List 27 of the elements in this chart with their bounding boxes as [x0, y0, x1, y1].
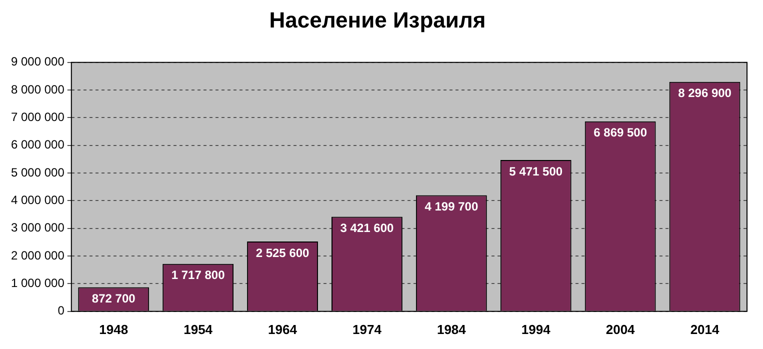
x-tick-label: 1948	[99, 322, 128, 337]
chart-title: Население Израиля	[269, 7, 486, 32]
data-label: 2 525 600	[256, 246, 310, 260]
x-tick-label: 1974	[352, 322, 382, 337]
data-label: 8 296 900	[678, 86, 732, 100]
data-label: 6 869 500	[594, 126, 648, 140]
x-tick-label: 1964	[268, 322, 298, 337]
y-tick-label: 8 000 000	[10, 82, 65, 96]
data-label: 4 199 700	[424, 200, 478, 214]
x-tick-label: 1994	[521, 322, 552, 337]
y-tick-label: 5 000 000	[10, 165, 65, 180]
data-label: 5 471 500	[509, 164, 563, 178]
x-tick-label: 2014	[690, 322, 720, 337]
y-tick-label: 0	[58, 304, 65, 318]
x-tick-label: 2004	[606, 322, 636, 337]
y-tick-label: 6 000 000	[10, 138, 65, 152]
y-tick-label: 1 000 000	[10, 276, 65, 290]
y-tick-label: 9 000 000	[10, 54, 65, 69]
data-label: 872 700	[92, 292, 136, 306]
data-label: 1 717 800	[171, 268, 226, 282]
data-label: 3 421 600	[340, 221, 394, 236]
y-tick-label: 4 000 000	[10, 193, 65, 208]
y-tick-label: 7 000 000	[10, 110, 65, 124]
x-tick-label: 1984	[436, 322, 467, 337]
y-tick-label: 3 000 000	[10, 220, 65, 235]
x-tick-label: 1954	[184, 322, 214, 337]
y-tick-label: 2 000 000	[10, 248, 65, 262]
